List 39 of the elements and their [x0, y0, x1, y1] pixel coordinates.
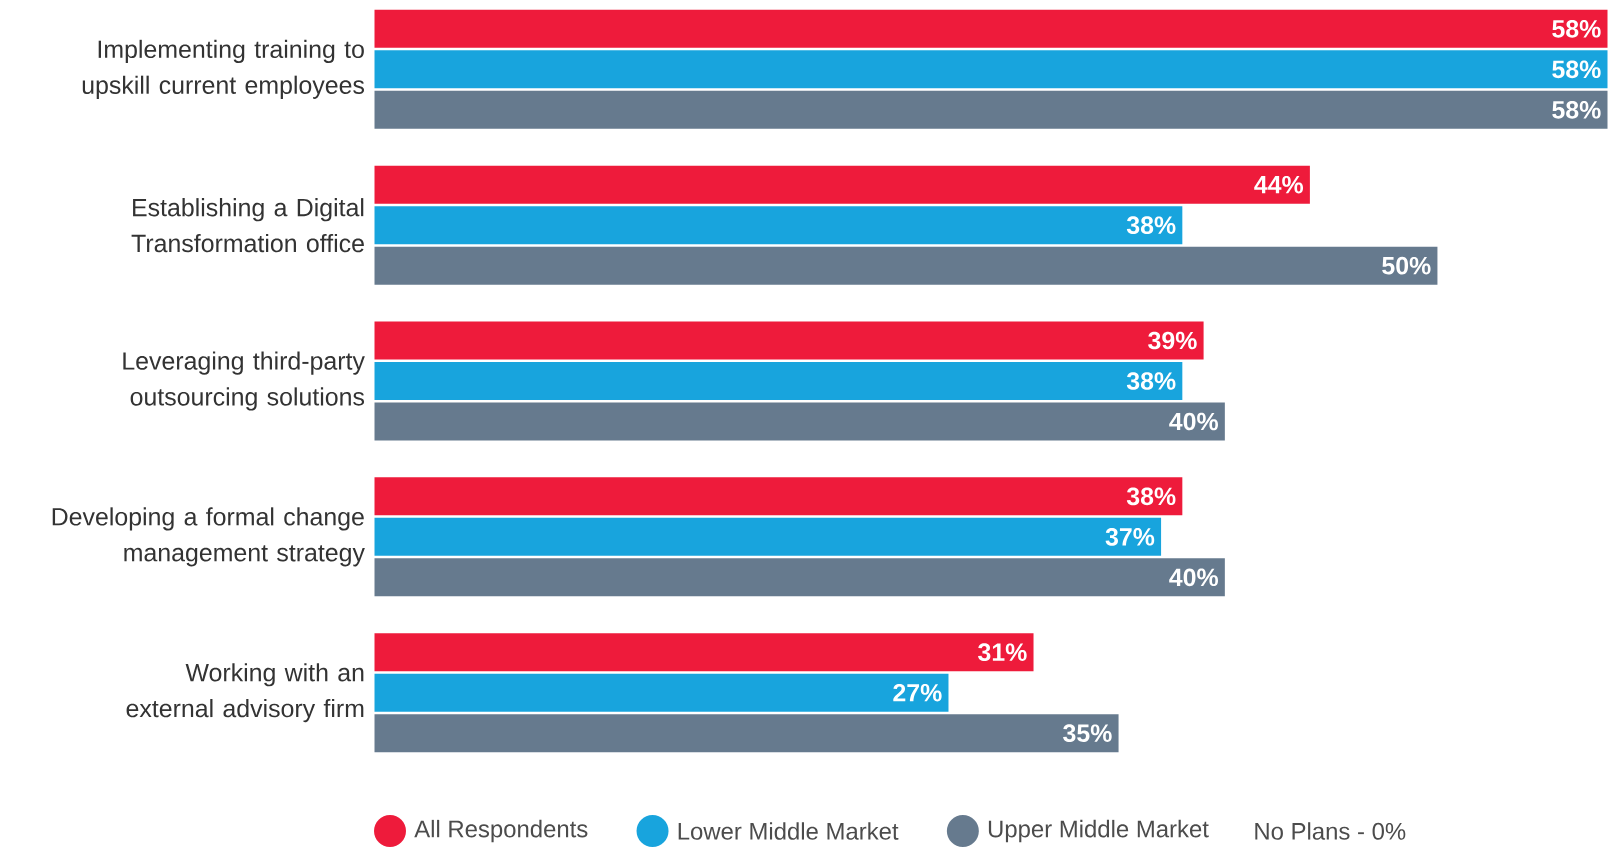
data-label: 58%: [1552, 20, 1601, 38]
bar: [374, 477, 1183, 516]
bar: [374, 206, 1183, 245]
data-label: 58%: [1552, 101, 1601, 119]
bar: [374, 714, 1119, 753]
bar: [374, 633, 1034, 672]
bar: [374, 362, 1183, 401]
data-label: 38%: [1126, 216, 1176, 235]
data-label: 58%: [1552, 60, 1601, 79]
text: No Plans - 0%: [1255, 822, 1406, 840]
bar: [374, 517, 1162, 556]
data-label: 40%: [1169, 412, 1218, 431]
legend-label: Lower Middle Market: [678, 822, 899, 840]
y-tick-label: Implementing training to upskill current employees: [82, 39, 365, 99]
y-tick-label: Developing a formal change management strategy: [52, 507, 365, 567]
data-label: 31%: [978, 643, 1027, 662]
bar: [374, 246, 1438, 285]
y-tick-label: Establishing a Digital Transformation office: [131, 198, 364, 253]
data-label: 38%: [1126, 372, 1176, 390]
y-tick-label: Leveraging third-party outsourcing solutions: [123, 351, 365, 411]
bar: [374, 165, 1310, 204]
data-label: 50%: [1382, 256, 1431, 275]
data-label: 35%: [1063, 724, 1112, 743]
data-label: 39%: [1148, 331, 1197, 350]
bar: [374, 402, 1225, 441]
legend-label: Upper Middle Market: [988, 819, 1209, 843]
bar: [374, 90, 1608, 129]
bar: [374, 50, 1608, 89]
data-label: 38%: [1126, 487, 1176, 506]
data-label: 27%: [893, 683, 942, 702]
bar: [374, 558, 1225, 597]
y-tick-label: Working with an external advisory firm: [126, 663, 364, 723]
bar: [374, 321, 1204, 360]
legend-label: All Respondents: [414, 819, 588, 843]
bar: [374, 9, 1608, 48]
data-label: 44%: [1254, 175, 1304, 194]
data-label: 37%: [1105, 528, 1155, 546]
bar: [374, 673, 949, 712]
data-label: 40%: [1169, 568, 1218, 587]
